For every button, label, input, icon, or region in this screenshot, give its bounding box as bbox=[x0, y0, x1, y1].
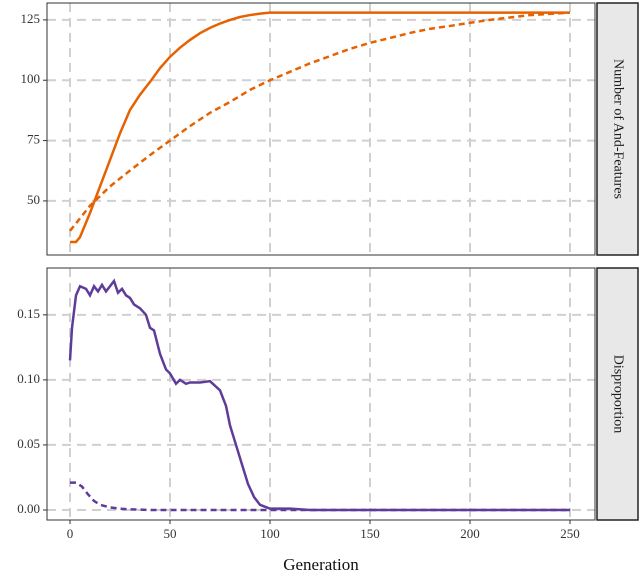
y-tick-label: 0.15 bbox=[17, 306, 40, 321]
x-tick-label: 100 bbox=[260, 526, 280, 541]
x-axis-title: Generation bbox=[283, 555, 359, 574]
line-series bbox=[70, 481, 570, 512]
x-tick-label: 0 bbox=[67, 526, 74, 541]
line-series bbox=[68, 278, 570, 512]
y-tick-label: 0.05 bbox=[17, 436, 40, 451]
panel-border bbox=[46, 267, 596, 521]
x-tick-label: 150 bbox=[360, 526, 380, 541]
panel-background bbox=[47, 268, 595, 520]
x-tick-label: 50 bbox=[164, 526, 177, 541]
y-tick-label: 50 bbox=[27, 192, 40, 207]
strip bbox=[596, 2, 639, 256]
x-tick-label: 250 bbox=[560, 526, 580, 541]
y-tick-label: 0.00 bbox=[17, 501, 40, 516]
strip bbox=[596, 267, 639, 521]
panel-background bbox=[47, 3, 595, 255]
y-tick-label: 75 bbox=[27, 132, 40, 147]
x-tick-label: 200 bbox=[460, 526, 480, 541]
strip-label: Number of And-Features bbox=[610, 59, 625, 199]
y-tick-label: 125 bbox=[21, 11, 41, 26]
line-series bbox=[69, 11, 571, 232]
y-tick-label: 100 bbox=[21, 71, 41, 86]
line-series bbox=[70, 11, 570, 244]
panel-border bbox=[46, 2, 596, 256]
y-tick-label: 0.10 bbox=[17, 371, 40, 386]
strip-label: Disproportion bbox=[610, 355, 625, 434]
